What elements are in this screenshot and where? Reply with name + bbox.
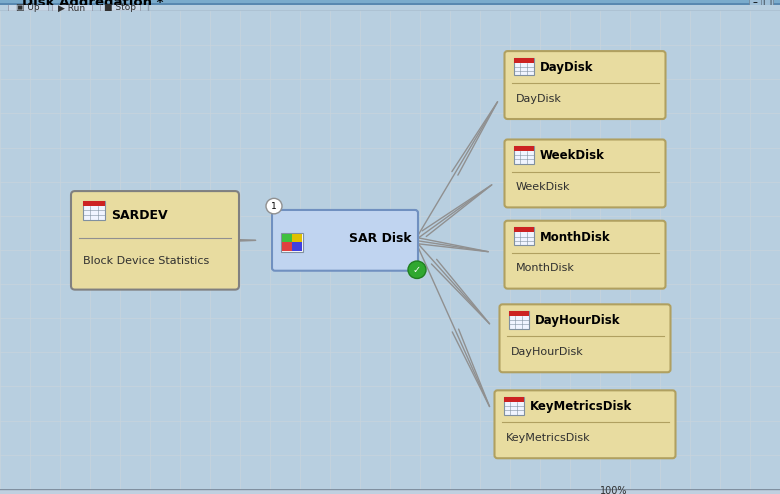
Bar bbox=[292, 234, 302, 242]
Bar bbox=[52, 0, 92, 305]
Text: ▶ Run: ▶ Run bbox=[58, 3, 86, 12]
Bar bbox=[513, 58, 534, 63]
Text: KeyMetricsDisk: KeyMetricsDisk bbox=[505, 433, 590, 443]
Text: SARDEV: SARDEV bbox=[111, 209, 168, 222]
Text: WeekDisk: WeekDisk bbox=[540, 150, 604, 163]
Bar bbox=[83, 201, 105, 220]
FancyBboxPatch shape bbox=[71, 191, 239, 289]
Bar bbox=[100, 0, 140, 305]
Bar bbox=[749, 0, 761, 200]
Text: 1: 1 bbox=[271, 202, 277, 210]
Text: DayDisk: DayDisk bbox=[516, 94, 562, 104]
Bar bbox=[8, 0, 48, 305]
Text: ■ Stop: ■ Stop bbox=[104, 3, 136, 12]
Bar bbox=[504, 397, 523, 414]
Bar bbox=[513, 146, 534, 164]
Text: WeekDisk: WeekDisk bbox=[516, 182, 570, 192]
Text: ✓: ✓ bbox=[413, 265, 421, 275]
Text: –: – bbox=[753, 0, 757, 7]
Text: DayHourDisk: DayHourDisk bbox=[534, 314, 620, 328]
Text: MonthDisk: MonthDisk bbox=[516, 263, 574, 273]
Text: Block Device Statistics: Block Device Statistics bbox=[83, 256, 209, 266]
FancyBboxPatch shape bbox=[505, 139, 665, 207]
Bar bbox=[513, 58, 534, 75]
Text: KeyMetricsDisk: KeyMetricsDisk bbox=[530, 400, 632, 413]
Text: □: □ bbox=[762, 0, 771, 7]
Bar bbox=[509, 311, 529, 329]
Bar bbox=[513, 228, 534, 245]
Bar bbox=[509, 311, 529, 316]
FancyBboxPatch shape bbox=[499, 304, 671, 372]
Text: DayHourDisk: DayHourDisk bbox=[510, 347, 583, 357]
Bar bbox=[513, 228, 534, 232]
Text: SAR Disk: SAR Disk bbox=[349, 232, 412, 245]
Bar bbox=[0, 3, 780, 5]
FancyBboxPatch shape bbox=[272, 210, 418, 271]
Bar bbox=[83, 201, 105, 206]
Circle shape bbox=[266, 199, 282, 214]
Text: 100%: 100% bbox=[600, 486, 627, 494]
FancyBboxPatch shape bbox=[495, 390, 675, 458]
Text: ▣ Up: ▣ Up bbox=[16, 3, 40, 12]
Text: MonthDisk: MonthDisk bbox=[540, 231, 610, 244]
FancyBboxPatch shape bbox=[505, 51, 665, 119]
Text: Disk Aggregation *: Disk Aggregation * bbox=[22, 0, 164, 9]
Bar bbox=[292, 242, 302, 251]
Text: DayDisk: DayDisk bbox=[540, 61, 593, 74]
Circle shape bbox=[408, 261, 426, 279]
Bar bbox=[504, 397, 523, 402]
Bar bbox=[281, 233, 303, 252]
Bar bbox=[282, 234, 292, 242]
Bar bbox=[282, 242, 292, 251]
Bar bbox=[761, 0, 773, 200]
FancyBboxPatch shape bbox=[505, 221, 665, 288]
Bar bbox=[513, 146, 534, 151]
